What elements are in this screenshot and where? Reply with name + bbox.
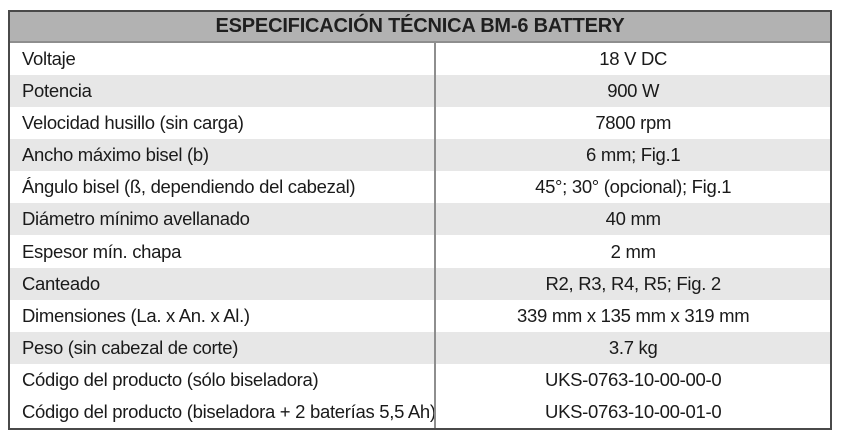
table-row: Espesor mín. chapa 2 mm [10, 235, 830, 268]
spec-value: 18 V DC [599, 48, 668, 70]
spec-value: 40 mm [605, 208, 661, 230]
table-row: Dimensiones (La. x An. x Al.) 339 mm x 1… [10, 299, 830, 332]
spec-label: Código del producto (biseladora + 2 bate… [10, 395, 437, 428]
table-row: Voltaje 18 V DC [10, 43, 830, 76]
spec-value: 900 W [607, 80, 660, 102]
spec-label: Peso (sin cabezal de corte) [10, 331, 437, 364]
spec-value: 7800 rpm [595, 112, 672, 134]
spec-label: Ancho máximo bisel (b) [10, 139, 437, 172]
spec-value: UKS-0763-10-00-01-0 [545, 400, 722, 422]
table-row: Diámetro mínimo avellanado 40 mm [10, 203, 830, 236]
spec-value: 3.7 kg [608, 336, 658, 358]
spec-label: Voltaje [10, 43, 437, 76]
table-row: Potencia 900 W [10, 75, 830, 108]
spec-value: UKS-0763-10-00-00-0 [545, 368, 722, 390]
spec-label: Velocidad husillo (sin carga) [10, 107, 437, 140]
table-row: Ancho máximo bisel (b) 6 mm; Fig.1 [10, 139, 830, 172]
table-row: Código del producto (sólo biseladora) UK… [10, 363, 830, 396]
table-row: Velocidad husillo (sin carga) 7800 rpm [10, 107, 830, 140]
spec-value: 45°; 30° (opcional); Fig.1 [535, 176, 732, 198]
spec-label: Canteado [10, 267, 437, 300]
spec-value: R2, R3, R4, R5; Fig. 2 [545, 272, 722, 294]
table-row: Peso (sin cabezal de corte) 3.7 kg [10, 331, 830, 364]
spec-label: Código del producto (sólo biseladora) [10, 363, 437, 396]
spec-label: Potencia [10, 75, 437, 108]
spec-value: 2 mm [610, 240, 656, 262]
table-row: Código del producto (biseladora + 2 bate… [10, 395, 830, 428]
spec-value: 339 mm x 135 mm x 319 mm [517, 304, 750, 326]
spec-value: 6 mm; Fig.1 [586, 144, 681, 166]
spec-label: Diámetro mínimo avellanado [10, 203, 437, 236]
table-row: Ángulo bisel (ß, dependiendo del cabezal… [10, 171, 830, 204]
spec-label: Ángulo bisel (ß, dependiendo del cabezal… [10, 171, 437, 204]
table-row: Canteado R2, R3, R4, R5; Fig. 2 [10, 267, 830, 300]
table-title: ESPECIFICACIÓN TÉCNICA BM-6 BATTERY [10, 12, 830, 43]
table-body: Voltaje 18 V DC Potencia 900 W Velocidad… [10, 43, 830, 428]
spec-table: ESPECIFICACIÓN TÉCNICA BM-6 BATTERY Volt… [8, 10, 832, 430]
spec-label: Dimensiones (La. x An. x Al.) [10, 299, 437, 332]
spec-label: Espesor mín. chapa [10, 235, 437, 268]
